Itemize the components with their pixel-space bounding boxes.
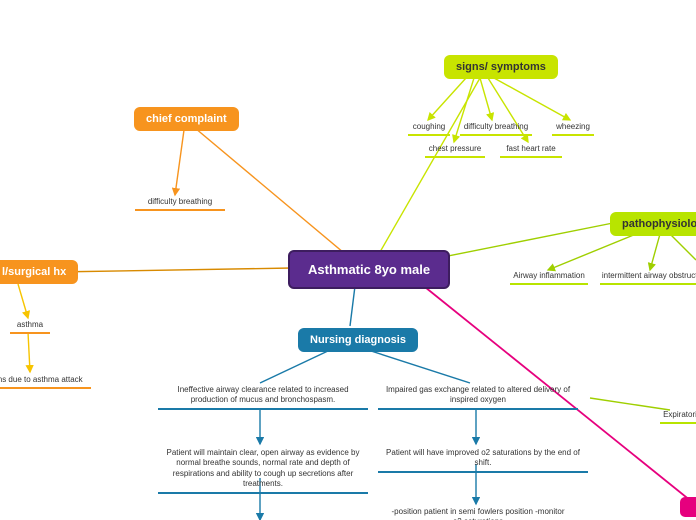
leaf-nursing-1: Impaired gas exchange related to altered… (378, 385, 578, 410)
leaf-signs-3: chest pressure (425, 144, 485, 158)
leaf-hx-1: ons due to asthma attack (0, 375, 91, 389)
leaf-signs-0: coughing (408, 122, 450, 136)
leaf-chief-0: difficulty breathing (135, 197, 225, 211)
magenta-node[interactable] (680, 497, 696, 517)
leaf-patho-0: Airway inflammation (510, 271, 588, 285)
leaf-patho-1: intermittent airway obstruction (600, 271, 696, 285)
central-node[interactable]: Asthmatic 8yo male (288, 250, 450, 289)
branch-patho[interactable]: pathophysiology (610, 212, 696, 236)
leaf-hx-0: asthma (10, 320, 50, 334)
leaf-nursing-3: Patient will have improved o2 saturation… (378, 448, 588, 473)
leaf-signs-2: wheezing (552, 122, 594, 136)
leaf-nursing-2: Patient will maintain clear, open airway… (158, 448, 368, 494)
branch-chief[interactable]: chief complaint (134, 107, 239, 131)
leaf-nursing-4: -position patient in semi fowlers positi… (388, 507, 568, 520)
leaf-nursing-0: Ineffective airway clearance related to … (158, 385, 368, 410)
leaf-signs-1: difficulty breathing (460, 122, 532, 136)
branch-signs[interactable]: signs/ symptoms (444, 55, 558, 79)
branch-hx[interactable]: l/surgical hx (0, 260, 78, 284)
branch-nursing[interactable]: Nursing diagnosis (298, 328, 418, 352)
leaf-signs-4: fast heart rate (500, 144, 562, 158)
branch-expir: Expiratori (660, 410, 696, 424)
